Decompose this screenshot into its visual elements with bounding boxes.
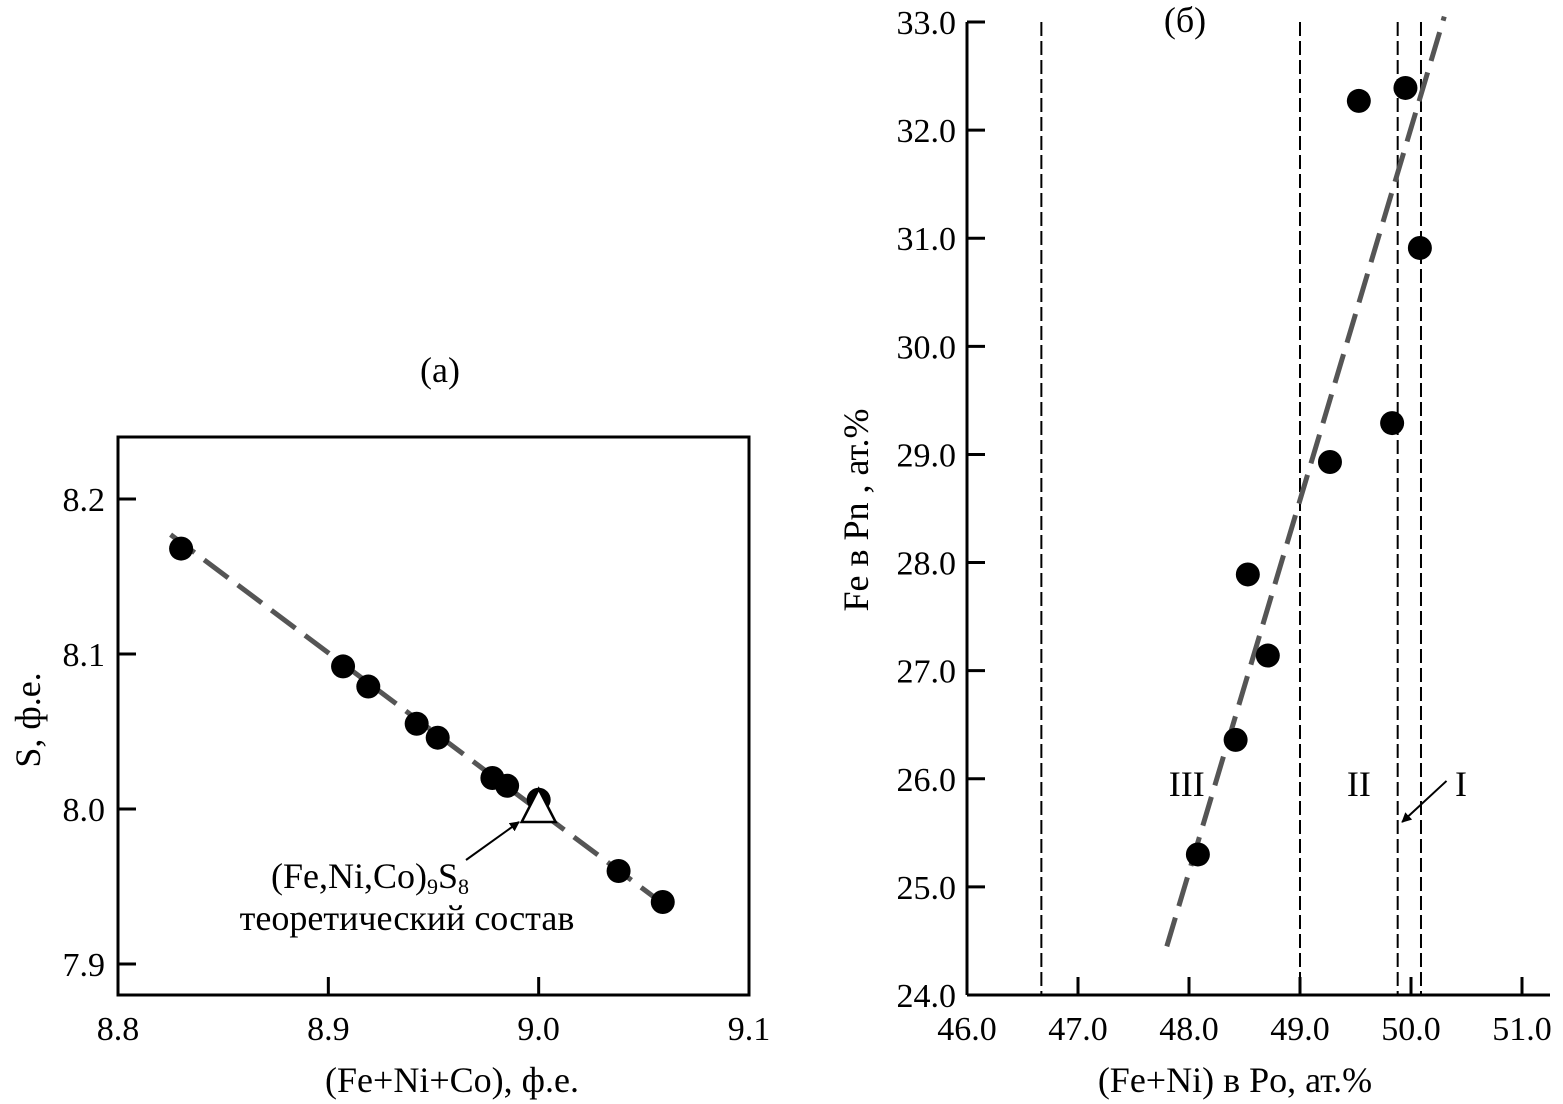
x-axis-title-a: (Fe+Ni+Co), ф.е. xyxy=(325,1060,579,1100)
x-axis-title-b: (Fe+Ni) в Po, ат.% xyxy=(1098,1060,1372,1100)
data-point-b xyxy=(1255,643,1280,668)
y-tick-label-b: 33.0 xyxy=(897,5,957,42)
x-tick-label-b: 49.0 xyxy=(1270,1011,1330,1048)
theoretical-point xyxy=(519,786,558,824)
y-tick-label-b: 30.0 xyxy=(897,329,957,366)
data-point-b xyxy=(1317,450,1342,475)
data-point-b xyxy=(1346,88,1371,113)
x-tick-label-b: 50.0 xyxy=(1381,1011,1441,1048)
x-tick-label-a: 8.9 xyxy=(307,1011,350,1048)
y-tick-label-a: 8.0 xyxy=(63,792,106,829)
data-point-a xyxy=(331,654,356,679)
panel-label-b: (б) xyxy=(1164,0,1206,40)
region-label: III xyxy=(1169,764,1205,804)
y-tick-label-b: 32.0 xyxy=(897,113,957,150)
annotation-arrow-a xyxy=(465,821,520,861)
y-axis-title-a: S, ф.е. xyxy=(8,672,48,767)
data-point-a xyxy=(404,711,429,736)
ticks-b: 46.0 47.0 48.0 49.0 50.0 51.0 24.0 25.0 26.0 27.0… xyxy=(897,5,1552,1048)
region-label: II xyxy=(1347,764,1371,804)
y-tick-label-b: 29.0 xyxy=(897,437,957,474)
y-tick-label-a: 8.2 xyxy=(63,482,106,519)
data-point-a xyxy=(169,536,194,561)
y-tick-label-b: 26.0 xyxy=(897,762,957,799)
points-b xyxy=(1185,75,1432,867)
x-tick-label-b: 48.0 xyxy=(1159,1011,1219,1048)
x-tick-label-b: 47.0 xyxy=(1048,1011,1108,1048)
annotation-theoretical: теоретический состав xyxy=(240,898,575,938)
trend-line-segment-b xyxy=(1164,15,1447,948)
y-tick-label-b: 31.0 xyxy=(897,221,957,258)
theoretical-triangle xyxy=(519,786,558,824)
y-tick-label-a: 8.1 xyxy=(63,637,106,674)
y-tick-label-a: 7.9 xyxy=(63,947,106,984)
data-point-a xyxy=(650,890,675,914)
data-point-a xyxy=(606,859,631,883)
data-point-a xyxy=(356,674,381,699)
y-tick-label-b: 25.0 xyxy=(897,870,957,907)
y-tick-label-b: 24.0 xyxy=(897,978,957,1015)
data-point-b xyxy=(1407,235,1432,260)
region-label: I xyxy=(1455,764,1467,804)
x-tick-label-a: 9.1 xyxy=(728,1011,771,1048)
chart-a: (а) 8.8 8.9 9.0 9.1 7.9 8.0 8.1 8.2 (Fe,Ni,Co)9… xyxy=(8,350,770,1100)
region-labels-b: III II I xyxy=(1169,764,1467,804)
y-tick-label-b: 27.0 xyxy=(897,654,957,691)
x-tick-label-b: 51.0 xyxy=(1492,1011,1552,1048)
annotation-formula: (Fe,Ni,Co)9S8 xyxy=(271,856,469,899)
y-axis-title-b: Fe в Pn , ат.% xyxy=(836,408,876,611)
data-point-b xyxy=(1235,562,1260,587)
x-tick-label-b: 46.0 xyxy=(937,1011,997,1048)
x-tick-label-a: 9.0 xyxy=(517,1011,560,1048)
data-point-b xyxy=(1380,411,1405,436)
trend-line-b xyxy=(1164,15,1447,948)
data-point-b xyxy=(1223,727,1248,752)
data-point-b xyxy=(1393,75,1418,100)
region-I-arrow xyxy=(1401,780,1448,823)
data-point-a xyxy=(495,773,520,798)
boundary-lines-b xyxy=(1040,22,1422,995)
ticks-a: 8.8 8.9 9.0 9.1 7.9 8.0 8.1 8.2 xyxy=(63,482,771,1048)
panel-label-a: (а) xyxy=(420,350,460,390)
plot-frame-a xyxy=(116,435,751,997)
data-point-b xyxy=(1185,842,1210,867)
chart-b: (б) 46.0 47.0 48.0 49.0 50.0 51.0 24.0 25.0 26.0… xyxy=(836,0,1552,1100)
data-point-a xyxy=(425,725,450,750)
points-a xyxy=(169,536,675,914)
y-tick-label-b: 28.0 xyxy=(897,546,957,583)
x-tick-label-a: 8.8 xyxy=(97,1011,140,1048)
